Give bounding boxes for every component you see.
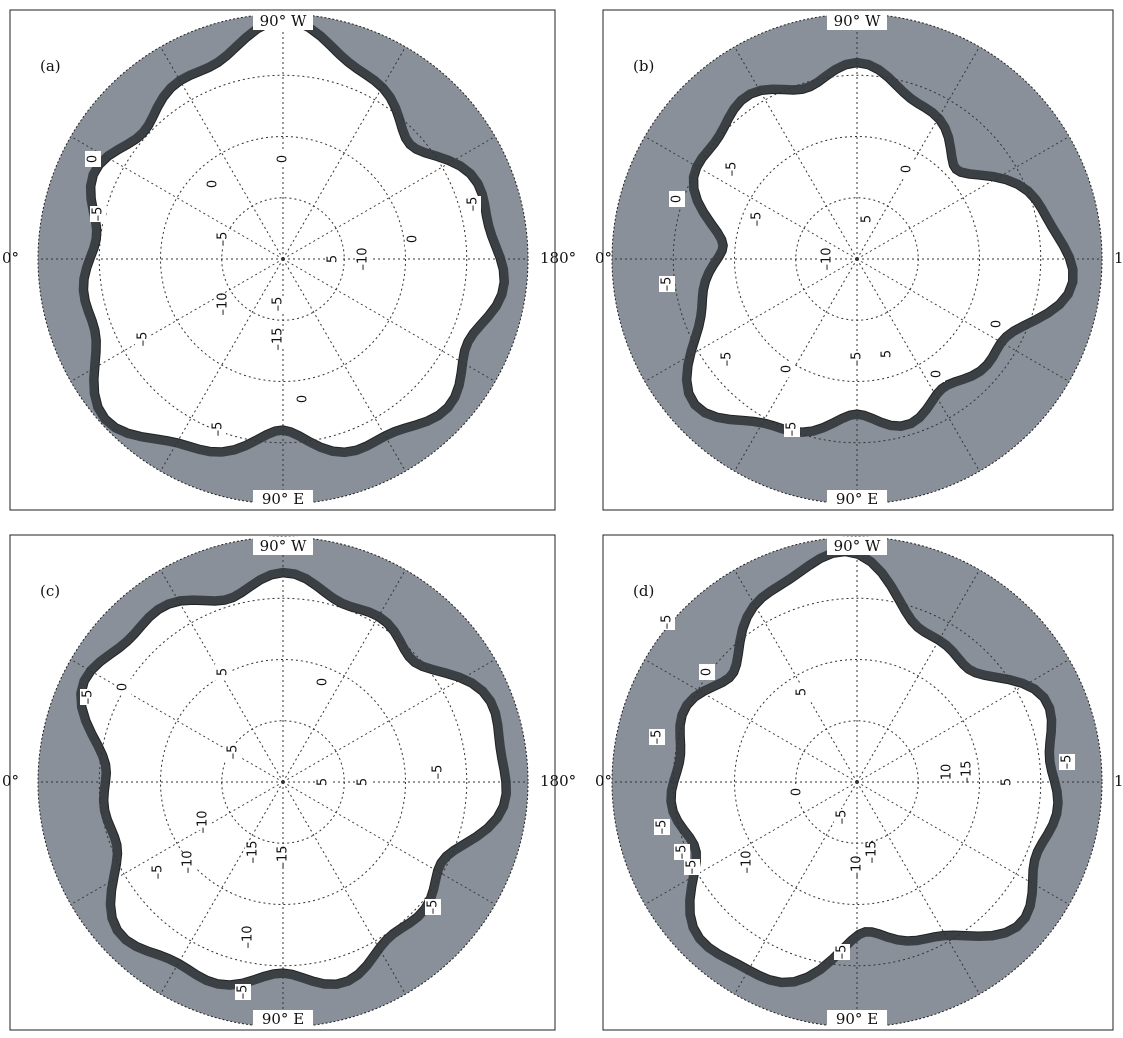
contour-label: –5 <box>650 730 665 745</box>
left-label: 0° <box>2 772 19 790</box>
map-panel: 0000–5–50–5–105–10–15–5–5–50(a)90° W90° … <box>2 10 576 510</box>
contour-label: 5 <box>356 778 371 786</box>
panel-label: (b) <box>633 57 654 75</box>
contour-label: –10 <box>196 810 211 833</box>
contour-label: –5 <box>81 690 96 705</box>
top-label: 90° W <box>260 12 307 30</box>
left-label: 0° <box>595 249 612 267</box>
contour-label: 5 <box>326 255 341 263</box>
contour-label: 0 <box>790 788 805 796</box>
contour-label: 0 <box>780 365 795 373</box>
contour-label: 5 <box>216 668 231 676</box>
contour-label: –5 <box>750 212 765 227</box>
panel-label: (c) <box>40 582 60 600</box>
contour-label: –5 <box>655 820 670 835</box>
contour-label: –5 <box>151 865 166 880</box>
contour-label: 5 <box>1000 778 1015 786</box>
contour-label: –5 <box>835 810 850 825</box>
contour-label: 5 <box>316 778 331 786</box>
left-label: 0° <box>595 772 612 790</box>
contour-label: –15 <box>865 840 880 863</box>
contour-label: 0 <box>296 395 311 403</box>
contour-label: –5 <box>660 615 675 630</box>
contour-label: –5 <box>216 232 231 247</box>
contour-label: 0 <box>116 683 131 691</box>
panel-label: (d) <box>633 582 654 600</box>
map: –505–5–5–510–1550–5–5–10–15–10–5–5 <box>612 537 1102 1027</box>
map: –5 0 –5 –5 –10 0 5 5 –5 0 –5 0 0 –5 <box>612 14 1102 504</box>
figure: 0000–5–50–5–105–10–15–5–5–50(a)90° W90° … <box>0 0 1123 1034</box>
panel-label: (a) <box>40 57 61 75</box>
contour-label: –10 <box>241 925 256 948</box>
contour-label: 0 <box>86 155 101 163</box>
contour-label: –5 <box>271 297 286 312</box>
contour-label: –5 <box>675 845 690 860</box>
contour-label: –10 <box>850 855 865 878</box>
contour-label: –5 <box>426 900 441 915</box>
top-label: 90° W <box>834 12 881 30</box>
contour-label: –5 <box>685 860 700 875</box>
top-label: 90° W <box>834 537 881 555</box>
contour-label: –5 <box>91 207 106 222</box>
right-label: 180° <box>540 772 576 790</box>
contour-label: 0 <box>930 370 945 378</box>
bottom-label: 90° E <box>836 1010 878 1028</box>
left-label: 0° <box>2 249 19 267</box>
top-label: 90° W <box>260 537 307 555</box>
contour-label: –5 <box>211 422 226 437</box>
contour-label: –5 <box>835 945 850 960</box>
contour-label: 5 <box>795 688 810 696</box>
contour-label: –5 <box>785 422 800 437</box>
contour-label: –10 <box>356 247 371 270</box>
right-label: 180° <box>1114 249 1123 267</box>
contour-label: –5 <box>431 765 446 780</box>
contour-label: –5 <box>720 352 735 367</box>
right-label: 180° <box>540 249 576 267</box>
contour-label: 0 <box>206 180 221 188</box>
contour-label: 0 <box>406 235 421 243</box>
contour-label: –10 <box>820 247 835 270</box>
contour-label: 0 <box>900 165 915 173</box>
contour-label: –5 <box>136 332 151 347</box>
contour-label: –15 <box>276 845 291 868</box>
contour-label: –5 <box>236 985 251 1000</box>
map: 0000–5–50–5–105–10–15–5–5–50 <box>38 14 528 504</box>
contour-label: 10 <box>940 764 955 781</box>
right-label: 180° <box>1114 772 1123 790</box>
contour-label: 0 <box>700 668 715 676</box>
contour-label: –15 <box>271 327 286 350</box>
contour-label: –5 <box>660 277 675 292</box>
contour-label: –10 <box>740 850 755 873</box>
contour-label: –5 <box>725 162 740 177</box>
contour-label: –15 <box>246 840 261 863</box>
contour-label: 0 <box>990 320 1005 328</box>
contour-label: 0 <box>670 195 685 203</box>
contour-label: –15 <box>960 760 975 783</box>
contour-label: –5 <box>850 352 865 367</box>
contour-label: –10 <box>181 850 196 873</box>
contour-label: 0 <box>316 678 331 686</box>
map-panel: –5 0 5 0 –5 –10 –15 5 5 –5 –10 –15 –10 –5 –5 –5 (c) 90° W… <box>2 535 576 1030</box>
contour-label: 0 <box>276 155 291 163</box>
bottom-label: 90° E <box>262 1010 304 1028</box>
bottom-label: 90° E <box>836 490 878 508</box>
bottom-label: 90° E <box>262 490 304 508</box>
contour-label: –5 <box>1060 755 1075 770</box>
contour-label: –5 <box>226 745 241 760</box>
contour-label: –10 <box>216 292 231 315</box>
map-panel: –505–5–5–510–1550–5–5–10–15–10–5–5(d)90°… <box>595 535 1123 1030</box>
contour-label: 5 <box>860 215 875 223</box>
contour-label: –5 <box>466 197 481 212</box>
map: –5 0 5 0 –5 –10 –15 5 5 –5 –10 –15 –10 –5 –5 –5 <box>38 537 528 1027</box>
map-panel: –5 0 –5 –5 –10 0 5 5 –5 0 –5 0 0 –5 (b) 90° W 90° E 0° 180… <box>595 10 1123 510</box>
contour-label: 5 <box>880 350 895 358</box>
